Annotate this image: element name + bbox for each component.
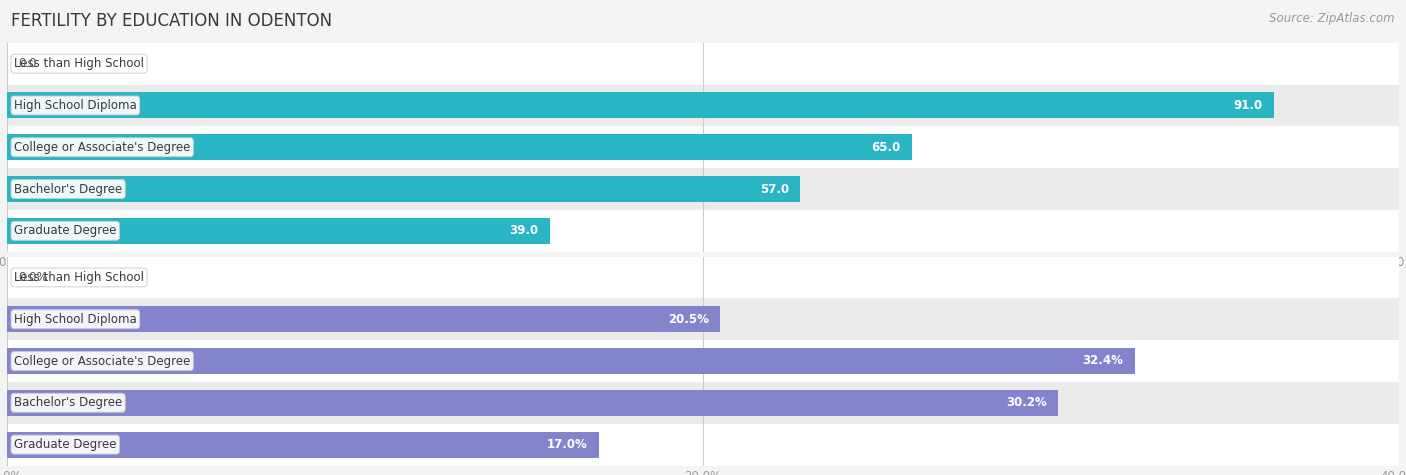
Text: College or Associate's Degree: College or Associate's Degree: [14, 354, 190, 368]
Text: 57.0: 57.0: [761, 182, 789, 196]
Bar: [7, 176, 800, 202]
Text: 0.0%: 0.0%: [18, 271, 48, 284]
Text: High School Diploma: High School Diploma: [14, 313, 136, 326]
Text: Bachelor's Degree: Bachelor's Degree: [14, 396, 122, 409]
Bar: [7, 382, 1399, 424]
Bar: [7, 168, 1399, 210]
Text: 32.4%: 32.4%: [1083, 354, 1123, 368]
Text: Less than High School: Less than High School: [14, 57, 143, 70]
Text: 20.5%: 20.5%: [668, 313, 709, 326]
Text: 65.0: 65.0: [872, 141, 901, 154]
Bar: [7, 340, 1399, 382]
Bar: [7, 306, 720, 332]
Text: 39.0: 39.0: [509, 224, 538, 238]
Text: FERTILITY BY EDUCATION IN ODENTON: FERTILITY BY EDUCATION IN ODENTON: [11, 12, 332, 30]
Text: Bachelor's Degree: Bachelor's Degree: [14, 182, 122, 196]
Bar: [7, 256, 1399, 298]
Text: High School Diploma: High School Diploma: [14, 99, 136, 112]
Bar: [7, 85, 1399, 126]
Bar: [7, 134, 912, 160]
Text: Less than High School: Less than High School: [14, 271, 143, 284]
Bar: [7, 432, 599, 457]
Text: 17.0%: 17.0%: [547, 438, 588, 451]
Bar: [7, 210, 1399, 252]
Text: 30.2%: 30.2%: [1007, 396, 1047, 409]
Bar: [7, 298, 1399, 340]
Text: Graduate Degree: Graduate Degree: [14, 438, 117, 451]
Bar: [7, 218, 550, 244]
Bar: [7, 93, 1274, 118]
Bar: [7, 126, 1399, 168]
Text: 0.0: 0.0: [18, 57, 37, 70]
Bar: [7, 390, 1057, 416]
Bar: [7, 348, 1135, 374]
Text: Graduate Degree: Graduate Degree: [14, 224, 117, 238]
Text: College or Associate's Degree: College or Associate's Degree: [14, 141, 190, 154]
Text: 91.0: 91.0: [1233, 99, 1263, 112]
Bar: [7, 43, 1399, 85]
Bar: [7, 424, 1399, 466]
Text: Source: ZipAtlas.com: Source: ZipAtlas.com: [1270, 12, 1395, 25]
